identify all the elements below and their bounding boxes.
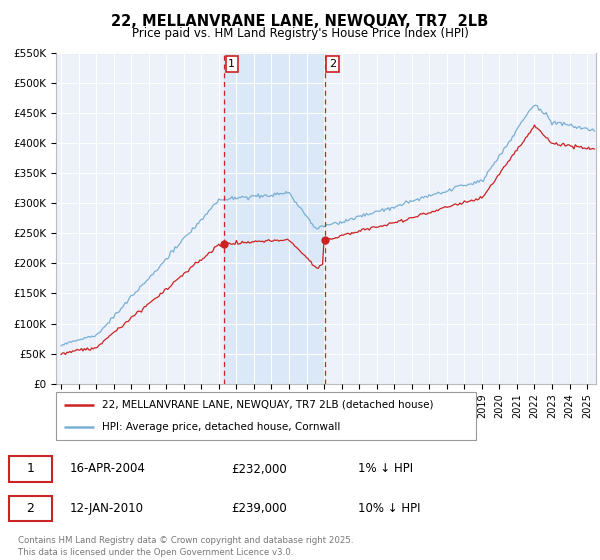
Text: 2: 2 [26,502,34,515]
Text: 1: 1 [229,59,235,69]
Text: 16-APR-2004: 16-APR-2004 [70,463,145,475]
Text: Contains HM Land Registry data © Crown copyright and database right 2025.
This d: Contains HM Land Registry data © Crown c… [18,536,353,557]
Text: Price paid vs. HM Land Registry's House Price Index (HPI): Price paid vs. HM Land Registry's House … [131,27,469,40]
Text: 1: 1 [26,463,34,475]
FancyBboxPatch shape [9,456,52,482]
Text: £232,000: £232,000 [231,463,287,475]
FancyBboxPatch shape [9,496,52,521]
Text: 22, MELLANVRANE LANE, NEWQUAY, TR7  2LB: 22, MELLANVRANE LANE, NEWQUAY, TR7 2LB [112,14,488,29]
Text: 22, MELLANVRANE LANE, NEWQUAY, TR7 2LB (detached house): 22, MELLANVRANE LANE, NEWQUAY, TR7 2LB (… [102,400,433,410]
Text: 2: 2 [329,59,336,69]
Text: 10% ↓ HPI: 10% ↓ HPI [358,502,420,515]
Text: £239,000: £239,000 [231,502,287,515]
FancyBboxPatch shape [56,392,476,440]
Text: 1% ↓ HPI: 1% ↓ HPI [358,463,413,475]
Bar [224,53,325,384]
Text: 12-JAN-2010: 12-JAN-2010 [70,502,143,515]
Text: HPI: Average price, detached house, Cornwall: HPI: Average price, detached house, Corn… [102,422,340,432]
